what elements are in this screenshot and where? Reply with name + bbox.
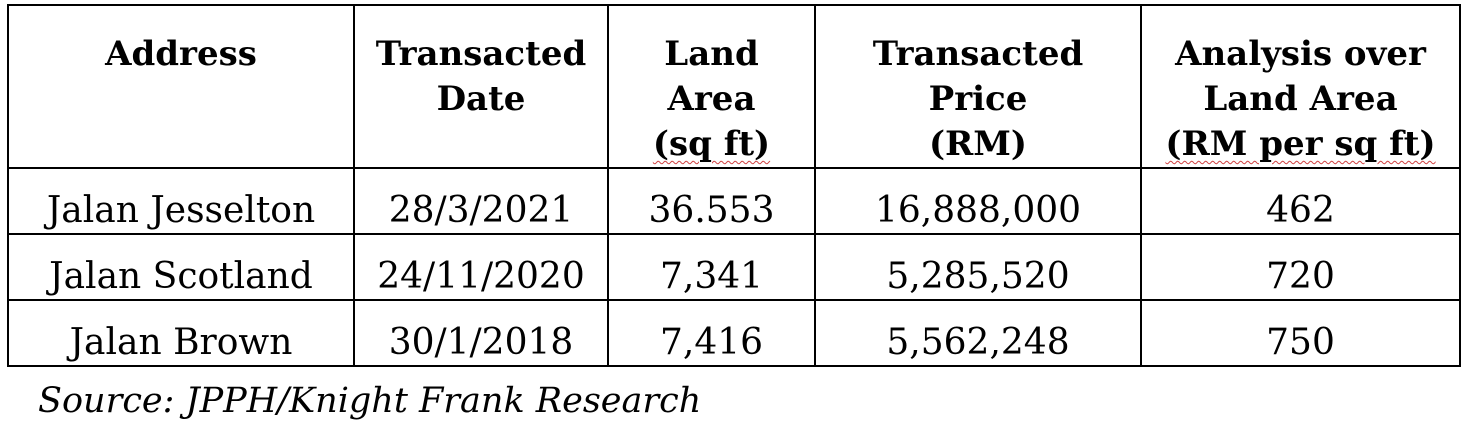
header-land-area-line-2: Area	[667, 79, 756, 119]
header-analysis-line-1: Analysis over	[1175, 34, 1426, 74]
header-transacted-price-line-3: (RM)	[928, 124, 1028, 164]
header-transacted-price: Transacted Price (RM)	[814, 4, 1142, 169]
cell-transacted-date: 30/1/2018	[353, 299, 609, 367]
header-analysis-line-2: Land Area	[1203, 79, 1398, 119]
header-analysis-over-land-area: Analysis over Land Area (RM per sq ft)	[1140, 4, 1461, 169]
cell-land-area: 7,341	[607, 233, 816, 301]
cell-land-area: 7,416	[607, 299, 816, 367]
cell-price-per-sq-ft: 462	[1140, 167, 1461, 235]
header-transacted-price-line-2: Price	[928, 79, 1028, 119]
cell-price-per-sq-ft: 750	[1140, 299, 1461, 367]
header-land-area-line-3: (sq ft)	[652, 124, 771, 164]
cell-address: Jalan Brown	[7, 299, 355, 367]
cell-address: Jalan Jesselton	[7, 167, 355, 235]
table-row: Jalan Brown 30/1/2018 7,416 5,562,248 75…	[7, 299, 1461, 367]
table-row: Jalan Scotland 24/11/2020 7,341 5,285,52…	[7, 233, 1461, 301]
header-transacted-date-line-2: Date	[436, 79, 526, 119]
transaction-table: Address Transacted Date Land Area (sq ft…	[7, 4, 1461, 367]
header-transacted-price-line-1: Transacted	[872, 34, 1084, 74]
header-land-area: Land Area (sq ft)	[607, 4, 816, 169]
source-caption: Source: JPPH/Knight Frank Research	[38, 381, 702, 421]
cell-transacted-price: 5,285,520	[814, 233, 1142, 301]
header-analysis-line-3: (RM per sq ft)	[1165, 124, 1436, 164]
header-address: Address	[7, 4, 355, 169]
header-land-area-line-1: Land	[664, 34, 759, 74]
header-transacted-date: Transacted Date	[353, 4, 609, 169]
cell-transacted-date: 24/11/2020	[353, 233, 609, 301]
cell-land-area: 36.553	[607, 167, 816, 235]
cell-transacted-date: 28/3/2021	[353, 167, 609, 235]
table-header-row: Address Transacted Date Land Area (sq ft…	[7, 4, 1461, 169]
table-row: Jalan Jesselton 28/3/2021 36.553 16,888,…	[7, 167, 1461, 235]
header-transacted-date-line-1: Transacted	[375, 34, 587, 74]
header-address-line-1: Address	[105, 34, 257, 74]
cell-transacted-price: 5,562,248	[814, 299, 1142, 367]
cell-transacted-price: 16,888,000	[814, 167, 1142, 235]
cell-address: Jalan Scotland	[7, 233, 355, 301]
cell-price-per-sq-ft: 720	[1140, 233, 1461, 301]
